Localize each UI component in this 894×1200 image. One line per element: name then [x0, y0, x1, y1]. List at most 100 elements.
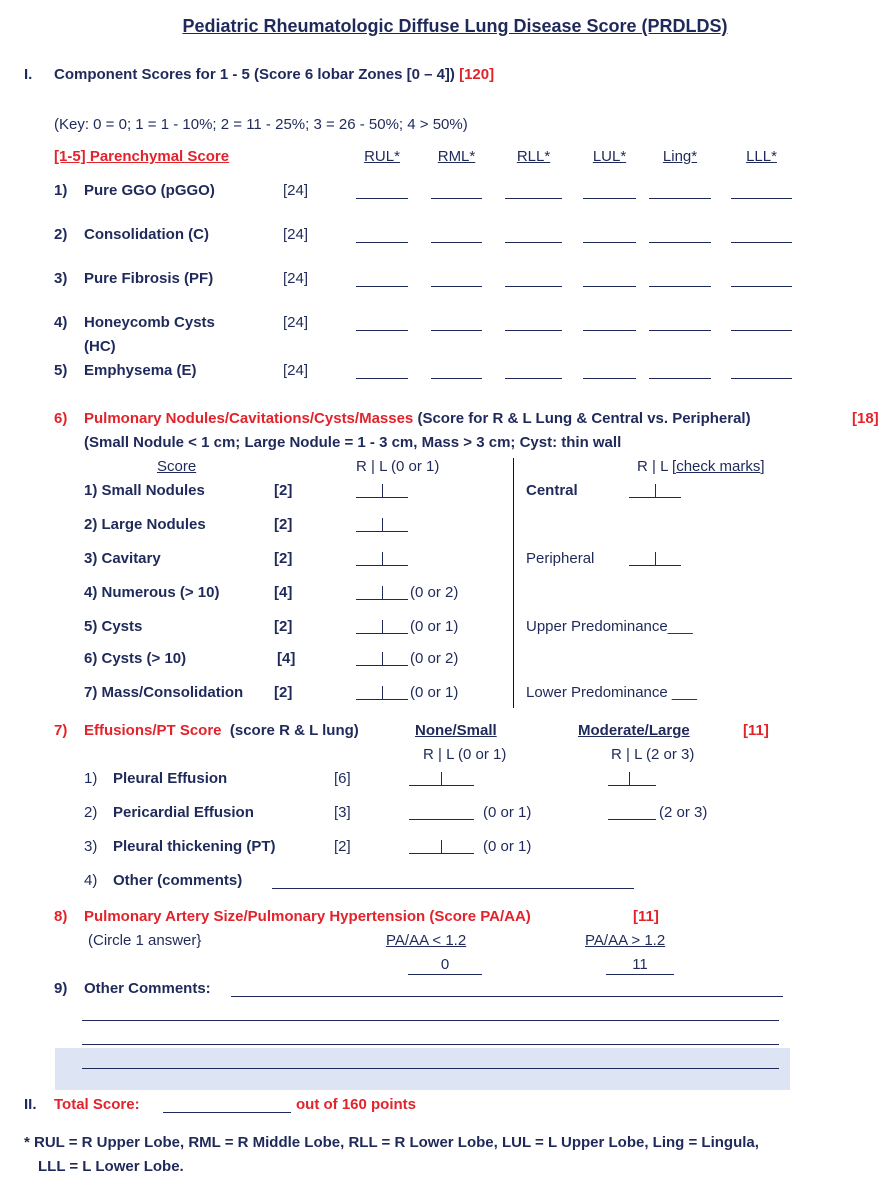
effusion-row-label: Pleural thickening (PT)	[113, 838, 276, 855]
comments-line-4[interactable]	[82, 1068, 779, 1069]
section-1-max: [120]	[459, 66, 495, 83]
score-blank-rul[interactable]	[356, 378, 408, 379]
score-blank-rll[interactable]	[505, 378, 562, 379]
score-blank-rml[interactable]	[431, 198, 482, 199]
comments-line-1[interactable]	[231, 996, 783, 997]
shaded-comment-area	[55, 1048, 790, 1090]
score-blank-ling[interactable]	[649, 330, 711, 331]
score-blank-rul[interactable]	[356, 242, 408, 243]
section-8-num: 8)	[54, 908, 68, 925]
check-marks-link[interactable]: check marks	[676, 458, 761, 475]
row-num: 3)	[54, 270, 68, 287]
nodule-row-label: 4) Numerous (> 10)	[84, 584, 220, 601]
comments-line-3[interactable]	[82, 1044, 779, 1045]
section-1-heading-text: Component Scores for 1 - 5 (Score 6 loba…	[54, 66, 455, 83]
column-header-rml: RML*	[437, 148, 476, 165]
score-blank-lll[interactable]	[731, 198, 792, 199]
score-blank-lul[interactable]	[583, 286, 636, 287]
rl-divider	[382, 652, 383, 666]
moderate-large-note: (2 or 3)	[659, 804, 708, 821]
score-blank-rul[interactable]	[356, 198, 408, 199]
score-blank-ling[interactable]	[649, 242, 711, 243]
none-small-divider	[441, 772, 442, 786]
score-blank-rul[interactable]	[356, 330, 408, 331]
score-blank-rml[interactable]	[431, 286, 482, 287]
footnote-line-1: * RUL = R Upper Lobe, RML = R Middle Lob…	[24, 1134, 759, 1151]
peripheral-divider	[655, 552, 656, 566]
score-blank-rml[interactable]	[431, 330, 482, 331]
none-small-note: (0 or 1)	[483, 838, 532, 855]
upper-predominance[interactable]: Upper Predominance___	[526, 618, 693, 635]
circle-instruction: (Circle 1 answer}	[88, 932, 202, 949]
score-blank-rml[interactable]	[431, 378, 482, 379]
nodule-row-note: (0 or 1)	[410, 618, 459, 635]
effusion-row-num: 2)	[84, 804, 98, 821]
nodule-row-note: (0 or 2)	[410, 650, 459, 667]
none-small-divider	[441, 840, 442, 854]
score-blank-ling[interactable]	[649, 378, 711, 379]
score-blank-rll[interactable]	[505, 286, 562, 287]
nodule-row-max: [4]	[277, 650, 296, 667]
rl-divider	[382, 484, 383, 498]
section-7-max: [11]	[743, 722, 769, 739]
footnote-line-2: LLL = L Lower Lobe.	[38, 1158, 184, 1175]
column-header-lul: LUL*	[592, 148, 627, 165]
score-blank-lul[interactable]	[583, 198, 636, 199]
section-1-numeral: I.	[24, 66, 33, 83]
option-1-value[interactable]: 0	[408, 956, 482, 975]
section-6-num: 6)	[54, 410, 68, 427]
section-6-heading: Pulmonary Nodules/Cavitations/Cysts/Mass…	[84, 410, 751, 428]
moderate-large-divider	[629, 772, 630, 786]
row-label: Consolidation (C)	[84, 226, 209, 243]
score-blank-lll[interactable]	[731, 286, 792, 287]
rl-check-suffix: ]	[760, 458, 765, 475]
score-blank-lul[interactable]	[583, 242, 636, 243]
other-comments-input[interactable]	[272, 888, 634, 889]
section-7-heading: Effusions/PT Score (score R & L lung)	[84, 722, 359, 740]
score-blank-rll[interactable]	[505, 330, 562, 331]
nodule-row-max: [2]	[274, 516, 293, 533]
option-1-label: PA/AA < 1.2	[386, 932, 467, 949]
nodule-row-note: (0 or 2)	[410, 584, 459, 601]
effusion-row-max: [3]	[334, 804, 351, 821]
rl-divider	[382, 620, 383, 634]
score-blank-rll[interactable]	[505, 198, 562, 199]
nodule-row-label: 1) Small Nodules	[84, 482, 205, 499]
moderate-large-blank[interactable]	[608, 785, 656, 786]
score-blank-lul[interactable]	[583, 378, 636, 379]
score-blank-rul[interactable]	[356, 286, 408, 287]
lower-predominance[interactable]: Lower Predominance ___	[526, 684, 697, 701]
none-small-blank[interactable]	[409, 819, 474, 820]
score-blank-lll[interactable]	[731, 242, 792, 243]
other-num: 4)	[84, 872, 98, 889]
score-blank-ling[interactable]	[649, 286, 711, 287]
parenchymal-score-label: [1-5] Parenchymal Score	[54, 148, 230, 165]
row-num: 4)	[54, 314, 68, 331]
row-label: Honeycomb Cysts	[84, 314, 215, 331]
total-score-input[interactable]	[163, 1112, 291, 1113]
row-num: 2)	[54, 226, 68, 243]
row-max: [24]	[283, 182, 309, 199]
central-divider	[655, 484, 656, 498]
score-blank-lll[interactable]	[731, 378, 792, 379]
comments-line-2[interactable]	[82, 1020, 779, 1021]
moderate-large-blank[interactable]	[608, 819, 656, 820]
score-blank-lll[interactable]	[731, 330, 792, 331]
score-blank-rml[interactable]	[431, 242, 482, 243]
none-small-sub: R | L (0 or 1)	[423, 746, 507, 763]
score-blank-lul[interactable]	[583, 330, 636, 331]
option-2-label: PA/AA > 1.2	[585, 932, 666, 949]
rl-divider	[382, 586, 383, 600]
page-title: Pediatric Rheumatologic Diffuse Lung Dis…	[182, 16, 728, 36]
nodule-row-label: 6) Cysts (> 10)	[84, 650, 187, 667]
option-2-value[interactable]: 11	[606, 956, 674, 975]
nodule-row-max: [2]	[274, 550, 293, 567]
row-max: [24]	[283, 314, 309, 331]
score-blank-rll[interactable]	[505, 242, 562, 243]
nodule-row-label: 7) Mass/Consolidation	[84, 684, 244, 701]
none-small-note: (0 or 1)	[483, 804, 532, 821]
effusion-row-label: Pleural Effusion	[113, 770, 228, 787]
section-7-title: Effusions/PT Score	[84, 722, 222, 739]
score-blank-ling[interactable]	[649, 198, 711, 199]
